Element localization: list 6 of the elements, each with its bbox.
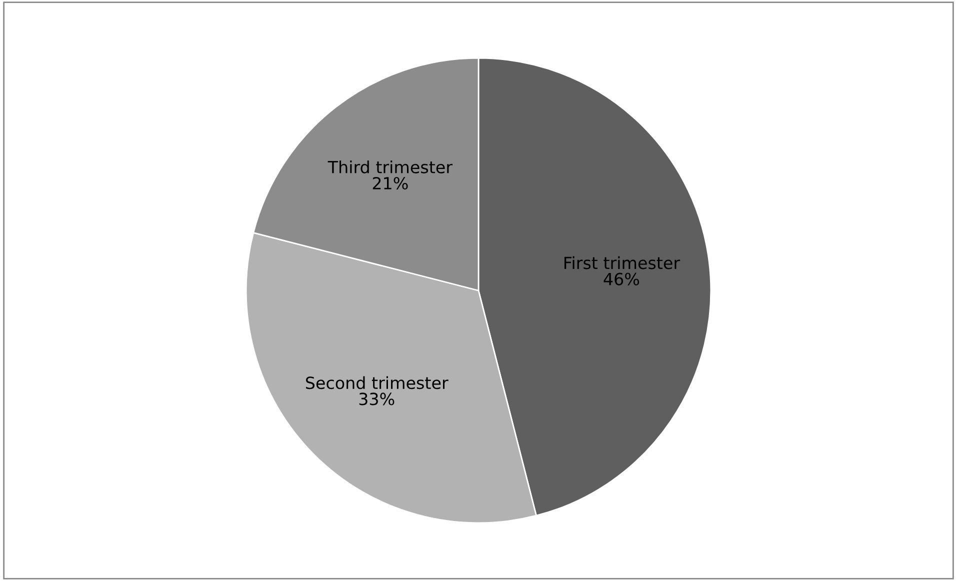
data-label: 33%: [359, 392, 394, 406]
data-label: 46%: [604, 272, 640, 286]
slice-label: Third trimester: [328, 160, 453, 174]
data-label: 21%: [372, 176, 408, 190]
slice-label: Second trimester: [306, 376, 448, 390]
slice-label: First trimester: [564, 256, 680, 270]
